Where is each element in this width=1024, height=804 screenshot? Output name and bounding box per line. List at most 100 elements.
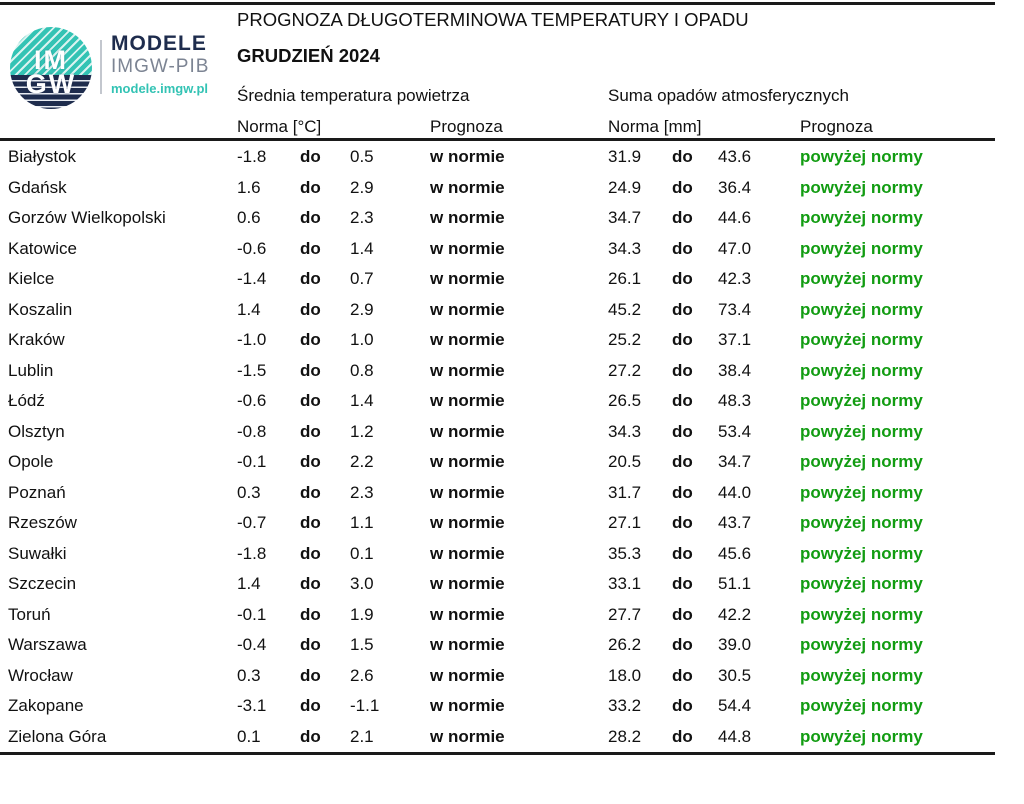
- temp-norm-high: 1.1: [350, 513, 374, 532]
- temp-norm-high: 2.9: [350, 177, 374, 197]
- temp-norm-low: -1.4: [237, 269, 267, 288]
- city-name: Lublin: [8, 360, 54, 380]
- temp-norm-high: 1.5: [350, 635, 374, 654]
- precip-range-word: do: [672, 574, 693, 593]
- precip-norm-low: 27.7: [608, 604, 642, 624]
- brand-org: IMGW-PIB: [111, 56, 210, 77]
- precip-norm-low: 27.1: [608, 513, 642, 532]
- temp-range-word: do: [300, 604, 321, 624]
- precip-norm-high: 43.6: [718, 147, 752, 166]
- temp-forecast-value: w normie: [430, 299, 505, 319]
- precip-forecast-value: powyżej normy: [800, 238, 923, 258]
- precip-range-word: do: [672, 482, 693, 502]
- temp-norm-high: 2.1: [350, 726, 374, 746]
- temp-norm-high: 1.0: [350, 330, 374, 349]
- imgw-logo-icon: IM GW: [10, 27, 92, 109]
- city-name: Wrocław: [8, 665, 73, 685]
- temp-range-word: do: [300, 726, 321, 746]
- precip-forecast-value: powyżej normy: [800, 421, 923, 441]
- temp-forecast-value: w normie: [430, 543, 505, 563]
- temp-forecast-value: w normie: [430, 238, 505, 258]
- temp-forecast-value: w normie: [430, 513, 505, 532]
- precip-forecast-value: powyżej normy: [800, 208, 923, 227]
- temp-norm-low: 1.6: [237, 177, 261, 197]
- city-name: Koszalin: [8, 299, 73, 319]
- precip-range-word: do: [672, 696, 693, 715]
- temp-norm-low: -0.6: [237, 238, 267, 258]
- precip-range-word: do: [672, 208, 693, 227]
- precip-group-header: Suma opadów atmosferycznych: [608, 86, 849, 105]
- precip-norm-low: 25.2: [608, 330, 642, 349]
- table-row: Toruń -0.1 do 1.9 w normie 27.7 do 42.2 …: [0, 600, 1010, 631]
- temp-range-word: do: [300, 482, 321, 502]
- temp-forecast-value: w normie: [430, 208, 505, 227]
- temp-group-header: Średnia temperatura powietrza: [237, 86, 470, 105]
- table-row: Warszawa -0.4 do 1.5 w normie 26.2 do 39…: [0, 630, 1010, 661]
- temp-norm-low: -1.0: [237, 330, 267, 349]
- temp-norm-low: 0.3: [237, 482, 261, 502]
- table-row: Olsztyn -0.8 do 1.2 w normie 34.3 do 53.…: [0, 417, 1010, 448]
- table-row: Łódź -0.6 do 1.4 w normie 26.5 do 48.3 p…: [0, 386, 1010, 417]
- city-name: Gdańsk: [8, 177, 67, 197]
- city-name: Warszawa: [8, 635, 87, 654]
- temp-norm-high: 2.3: [350, 208, 374, 227]
- precip-range-word: do: [672, 269, 693, 288]
- table-row: Białystok -1.8 do 0.5 w normie 31.9 do 4…: [0, 142, 1010, 173]
- precip-range-word: do: [672, 330, 693, 349]
- temp-norm-low: 1.4: [237, 574, 261, 593]
- page-subtitle: GRUDZIEŃ 2024: [237, 45, 380, 66]
- logo-text-im: IM: [34, 45, 68, 75]
- precip-range-word: do: [672, 635, 693, 654]
- precip-forecast-value: powyżej normy: [800, 452, 923, 471]
- precip-norm-low: 34.7: [608, 208, 642, 227]
- temp-forecast-value: w normie: [430, 177, 505, 197]
- table-row: Poznań 0.3 do 2.3 w normie 31.7 do 44.0 …: [0, 478, 1010, 509]
- temp-norm-high: 1.4: [350, 391, 374, 410]
- logo-text-gw: GW: [25, 69, 77, 99]
- temp-range-word: do: [300, 299, 321, 319]
- brand-url: modele.imgw.pl: [111, 81, 209, 96]
- temp-norm-high: 2.2: [350, 452, 374, 471]
- temp-forecast-value: w normie: [430, 574, 505, 593]
- temp-norm-header: Norma [°C]: [237, 117, 322, 136]
- precip-norm-high: 39.0: [718, 635, 752, 654]
- precip-norm-low: 27.2: [608, 360, 642, 380]
- precip-range-word: do: [672, 421, 693, 441]
- temp-norm-high: 1.4: [350, 238, 374, 258]
- city-name: Suwałki: [8, 543, 67, 563]
- temp-forecast-value: w normie: [430, 604, 505, 624]
- precip-forecast-value: powyżej normy: [800, 360, 923, 380]
- temp-forecast-value: w normie: [430, 665, 505, 685]
- temp-norm-low: 0.1: [237, 726, 261, 746]
- city-name: Zakopane: [8, 696, 84, 715]
- temp-forecast-value: w normie: [430, 360, 505, 380]
- precip-forecast-value: powyżej normy: [800, 147, 923, 166]
- city-name: Opole: [8, 452, 54, 471]
- temp-norm-low: -0.1: [237, 604, 267, 624]
- precip-norm-high: 51.1: [718, 574, 752, 593]
- top-rule: [0, 2, 995, 5]
- precip-norm-low: 18.0: [608, 665, 642, 685]
- temp-forecast-header: Prognoza: [430, 117, 503, 136]
- temp-norm-low: -1.5: [237, 360, 267, 380]
- precip-norm-low: 33.1: [608, 574, 642, 593]
- precip-norm-high: 42.2: [718, 604, 752, 624]
- temp-forecast-value: w normie: [430, 147, 505, 166]
- precip-norm-high: 53.4: [718, 421, 752, 441]
- temp-norm-high: 2.3: [350, 482, 374, 502]
- temp-range-word: do: [300, 147, 321, 166]
- city-name: Szczecin: [8, 574, 77, 593]
- precip-norm-high: 48.3: [718, 391, 752, 410]
- temp-forecast-value: w normie: [430, 421, 505, 441]
- city-name: Rzeszów: [8, 513, 77, 532]
- header-separator-rule: [0, 138, 995, 141]
- precip-range-word: do: [672, 604, 693, 624]
- temp-norm-high: 1.2: [350, 421, 374, 441]
- bottom-rule: [0, 752, 995, 755]
- city-name: Łódź: [8, 391, 45, 410]
- precip-norm-high: 54.4: [718, 696, 752, 715]
- precip-norm-high: 37.1: [718, 330, 752, 349]
- precip-norm-high: 30.5: [718, 665, 752, 685]
- precip-range-word: do: [672, 360, 693, 380]
- precip-forecast-header: Prognoza: [800, 117, 873, 136]
